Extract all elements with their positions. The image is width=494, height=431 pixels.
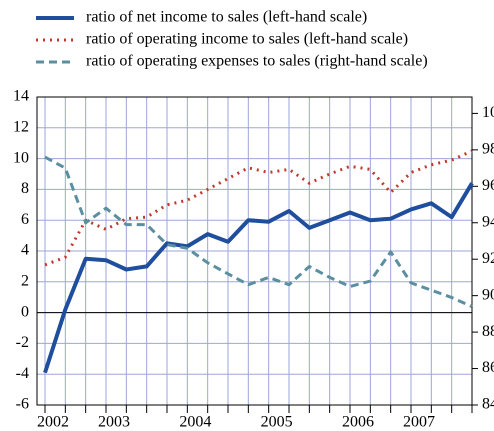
- y-tick-label: 10: [13, 149, 29, 166]
- y2-tick-label: 90: [482, 286, 494, 303]
- plot-frame: [36, 96, 473, 406]
- x-tick-label: 2007: [403, 414, 435, 431]
- y-tick-label: -4: [16, 365, 29, 382]
- y-tick-label: 14: [13, 88, 29, 105]
- x-tick-label: 2006: [342, 414, 374, 431]
- x-tick-label: 2003: [98, 414, 130, 431]
- legend-label: ratio of operating income to sales (left…: [86, 31, 408, 48]
- series-line: [44, 149, 473, 267]
- x-tick-label: 2002: [37, 414, 69, 431]
- series-line: [43, 182, 474, 374]
- x-tick-label: 2004: [179, 414, 211, 431]
- legend-label: ratio of operating expenses to sales (ri…: [86, 53, 428, 70]
- series-line: [44, 155, 473, 308]
- y-tick-label: 12: [13, 118, 29, 135]
- y-tick-label: 6: [21, 211, 29, 228]
- y-tick-label: -6: [16, 396, 29, 413]
- y-tick-label: 0: [21, 303, 29, 320]
- y2-tick-label: 86: [482, 359, 494, 376]
- legend-label: ratio of net income to sales (left-hand …: [86, 9, 367, 26]
- y-tick-label: 4: [21, 242, 29, 259]
- y-tick-label: 8: [21, 180, 29, 197]
- y-tick-label: -2: [16, 334, 29, 351]
- y2-tick-label: 98: [482, 141, 494, 158]
- y2-tick-label: 100: [482, 104, 494, 121]
- y2-tick-label: 92: [482, 250, 494, 267]
- y2-tick-label: 94: [482, 213, 494, 230]
- y2-tick-label: 96: [482, 177, 494, 194]
- x-tick-label: 2005: [261, 414, 293, 431]
- y-tick-label: 2: [21, 272, 29, 289]
- y2-tick-label: 88: [482, 323, 494, 340]
- y2-tick-label: 84: [482, 396, 494, 413]
